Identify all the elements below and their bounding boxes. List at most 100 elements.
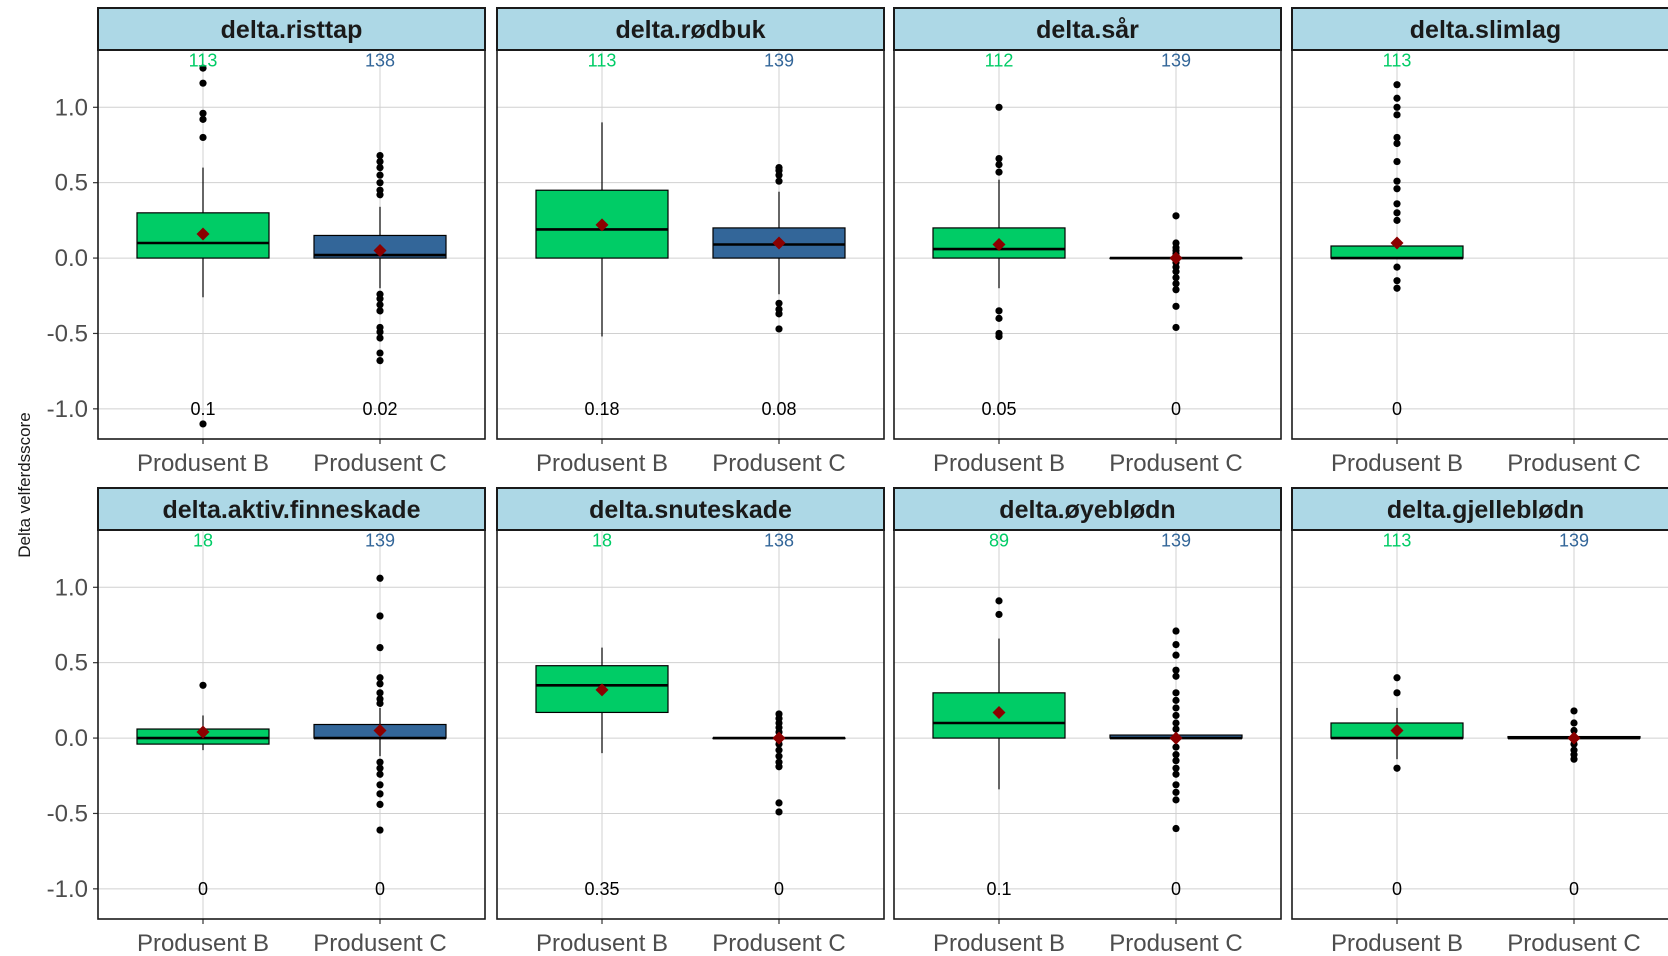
outlier-point — [1172, 651, 1180, 659]
n-label: 18 — [592, 531, 612, 551]
x-category-label: Produsent C — [313, 450, 446, 477]
outlier-point — [1393, 177, 1401, 185]
outlier-point — [199, 79, 207, 87]
outlier-point — [376, 307, 384, 315]
mean-marker — [992, 705, 1006, 719]
outlier-point — [995, 314, 1003, 322]
median-value-label: 0 — [375, 879, 385, 899]
y-tick-label: 0.5 — [55, 170, 88, 197]
facet-title: delta.aktiv.finneskade — [163, 496, 421, 524]
outlier-point — [995, 307, 1003, 315]
y-tick-label: -0.5 — [47, 320, 88, 347]
mean-marker — [196, 725, 210, 739]
facet-strip — [496, 7, 885, 51]
n-label: 139 — [365, 531, 395, 551]
outlier-point — [376, 689, 384, 697]
mean-marker — [1390, 724, 1404, 738]
x-category-label: Produsent C — [1507, 930, 1640, 956]
outlier-point — [1172, 212, 1180, 220]
x-category-label: Produsent B — [933, 930, 1065, 956]
outlier-point — [1172, 274, 1180, 282]
x-category-label: Produsent B — [536, 450, 668, 477]
panel-border — [893, 529, 1282, 920]
panel-border — [1291, 529, 1668, 920]
outlier-point — [376, 574, 384, 582]
outlier-point — [376, 644, 384, 652]
mean-marker — [772, 731, 786, 745]
mean-marker — [595, 218, 609, 232]
outlier-point — [1172, 711, 1180, 720]
outlier-point — [376, 334, 384, 342]
outlier-point — [775, 752, 783, 760]
facet-delta-slimlag-3: delta.slimlag Produsent B Produsent C 113 0 — [1291, 7, 1668, 477]
outlier-point — [376, 157, 384, 166]
outlier-point — [199, 133, 207, 142]
outlier-point — [1393, 200, 1401, 208]
outlier-point — [775, 325, 783, 333]
x-category-label: Produsent C — [712, 450, 845, 477]
outlier-point — [1393, 216, 1401, 224]
outlier-point — [1172, 286, 1180, 294]
box-produsent-c: 139 0 — [1109, 51, 1243, 419]
box-produsent-c: 139 0.08 — [712, 51, 846, 419]
n-label: 113 — [1383, 51, 1412, 71]
outlier-point — [1393, 157, 1401, 166]
y-tick-label: 0.0 — [55, 245, 88, 272]
outlier-point — [199, 681, 207, 689]
mean-marker — [595, 683, 609, 697]
outlier-point — [1172, 751, 1180, 759]
outlier-point — [1393, 689, 1401, 697]
n-label: 89 — [989, 531, 1009, 551]
facet-strip — [97, 487, 486, 531]
outlier-point — [1393, 139, 1401, 148]
mean-marker — [1169, 731, 1183, 745]
outlier-point — [1172, 824, 1180, 833]
outlier-point — [1172, 672, 1180, 680]
mean-marker — [373, 244, 387, 258]
y-tick-label: -0.5 — [47, 800, 88, 827]
median-value-label: 0 — [1171, 879, 1181, 899]
outlier-point — [1172, 743, 1180, 751]
outlier-point — [1393, 764, 1401, 772]
n-label: 112 — [985, 51, 1014, 71]
outlier-point — [775, 171, 783, 179]
outlier-point — [376, 781, 384, 789]
facet-delta-aktiv-finneskade-4: delta.aktiv.finneskade 1.0 0.5 0.0 -0.5 -1.0 P… — [47, 487, 486, 956]
x-category-label: Produsent B — [933, 450, 1065, 477]
outlier-point — [1393, 103, 1401, 111]
panel-border — [1291, 49, 1668, 440]
outlier-point — [995, 610, 1003, 619]
median-value-label: 0.08 — [761, 399, 796, 419]
outlier-point — [199, 420, 207, 428]
n-label: 138 — [365, 51, 395, 71]
outlier-point — [376, 612, 384, 620]
outlier-point — [1172, 788, 1180, 796]
outlier-point — [1393, 284, 1401, 292]
outlier-point — [995, 168, 1003, 176]
facet-delta-r-dbuk-1: delta.rødbuk Produsent B Produsent C 113 0.1… — [496, 7, 885, 477]
outlier-point — [1172, 627, 1180, 635]
box-produsent-b: 180.35 — [535, 531, 669, 899]
n-label: 113 — [1383, 531, 1412, 551]
x-category-label: Produsent B — [536, 930, 668, 956]
outlier-point — [1172, 704, 1180, 712]
facet-title: delta.gjelleblødn — [1387, 496, 1584, 524]
x-category-label: Produsent B — [137, 930, 269, 956]
outlier-point — [376, 328, 384, 336]
median-value-label: 0.02 — [362, 399, 397, 419]
outlier-point — [995, 332, 1003, 341]
outlier-point — [775, 763, 783, 771]
median-value-label: 0 — [1392, 879, 1402, 899]
box-produsent-b: 113 0 — [1330, 531, 1464, 899]
y-axis-label: Delta velferdsscore — [15, 412, 34, 558]
facet-title: delta.risttap — [221, 16, 363, 44]
panel-border — [97, 49, 486, 440]
n-label: 113 — [588, 51, 617, 71]
outlier-point — [1172, 719, 1180, 727]
mean-marker — [1390, 236, 1404, 250]
outlier-point — [376, 151, 384, 160]
facet-title: delta.rødbuk — [615, 16, 765, 44]
box-produsent-c: 139 0 — [1109, 531, 1243, 899]
median-value-label: 0.05 — [981, 399, 1016, 419]
